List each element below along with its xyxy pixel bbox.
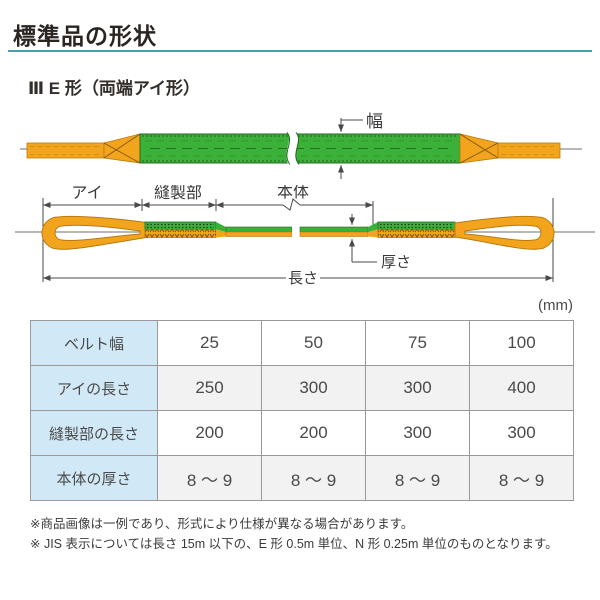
sling-top-view-diagram: 幅 (20, 112, 582, 179)
table-cell: 8 ～ 9 (366, 456, 470, 501)
table-cell: 200 (262, 411, 366, 456)
table-unit-label: (mm) (538, 297, 573, 314)
footnote-line: ※ JIS 表示については長さ 15m 以下の、E 形 0.5m 単位、N 形 … (30, 536, 558, 551)
table-cell: 75 (366, 321, 470, 366)
table-cell: 8 ～ 9 (158, 456, 262, 501)
width-dimension (338, 118, 363, 179)
dimension-lines (43, 198, 553, 281)
body-label: 本体 (277, 185, 309, 201)
sewn-section-right (377, 221, 456, 238)
eye-loop-left (41, 215, 151, 250)
eye-label: アイ (71, 185, 102, 202)
table-cell: 400 (470, 366, 574, 411)
eye-strap-right (459, 133, 561, 164)
row-label-belt-width: ベルト幅 (31, 321, 158, 366)
table-cell: 100 (470, 321, 574, 366)
row-label-eye-length: アイの長さ (31, 366, 158, 411)
belt-body-top (139, 133, 461, 164)
belt-break-gap (292, 223, 300, 241)
table-cell: 200 (158, 411, 262, 456)
spec-table: ベルト幅 25 50 75 100 アイの長さ 250 300 300 400 … (30, 320, 574, 501)
eye-loop-right (454, 215, 555, 250)
length-label: 長さ (288, 270, 318, 287)
table-cell: 300 (470, 411, 574, 456)
table-cell: 300 (366, 366, 470, 411)
sewn-label: 縫製部 (154, 185, 202, 202)
table-cell: 8 ～ 9 (470, 456, 574, 501)
title-underline (8, 50, 592, 52)
sling-side-view-diagram: アイ 縫製部 本体 厚さ 長さ (15, 185, 595, 287)
page-title: 標準品の形状 (13, 23, 157, 49)
thickness-label: 厚さ (381, 254, 411, 271)
footnote-line: ※商品画像は一例であり、形式により仕様が異なる場合があります。 (30, 517, 414, 531)
sewn-section-left (144, 221, 217, 238)
table-cell: 50 (262, 321, 366, 366)
table-cell: 25 (158, 321, 262, 366)
table-cell: 8 ～ 9 (262, 456, 366, 501)
table-cell: 300 (262, 366, 366, 411)
row-label-body-thickness: 本体の厚さ (31, 456, 158, 501)
belt-break-mark (286, 128, 300, 169)
eye-strap-left (26, 133, 141, 164)
belt-body-side-left (216, 222, 293, 238)
footnotes: ※商品画像は一例であり、形式により仕様が異なる場合があります。 ※ JIS 表示… (30, 515, 558, 554)
table-cell: 250 (158, 366, 262, 411)
belt-body-side-right (299, 222, 378, 238)
table-cell: 300 (366, 411, 470, 456)
width-label: 幅 (366, 112, 383, 131)
section-subtitle: Ⅲ E 形（両端アイ形） (28, 79, 201, 98)
row-label-sewn-length: 縫製部の長さ (31, 411, 158, 456)
